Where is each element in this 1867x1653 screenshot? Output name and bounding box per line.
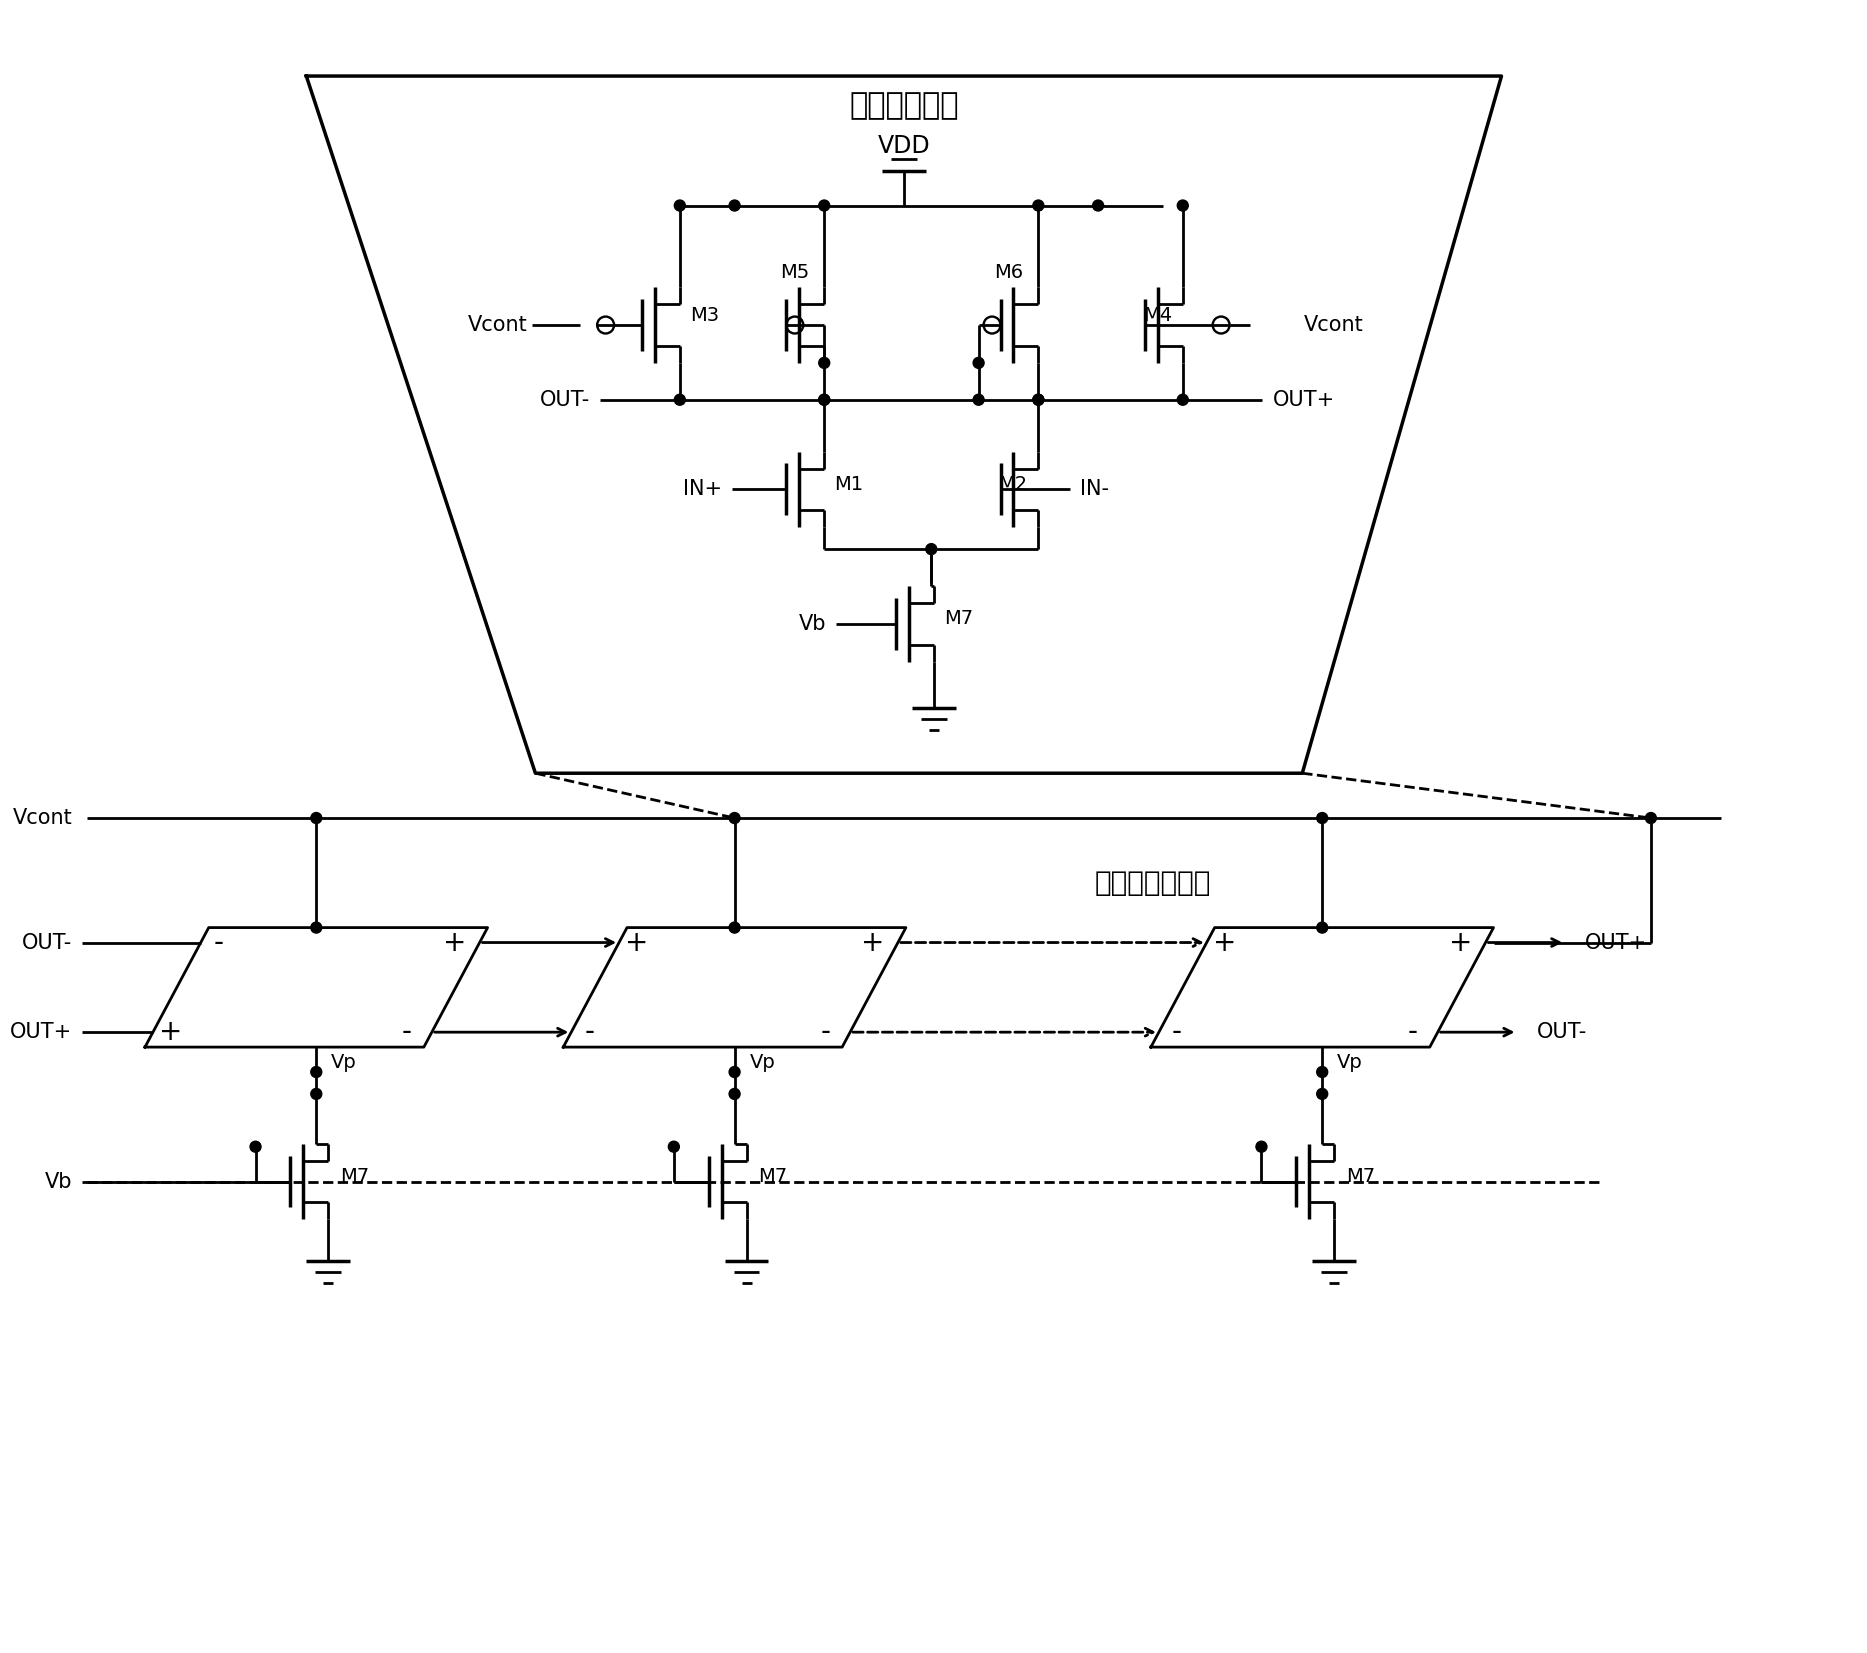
Text: +: + <box>159 1018 183 1046</box>
Text: OUT-: OUT- <box>1537 1022 1587 1041</box>
Circle shape <box>730 200 739 212</box>
Circle shape <box>1316 922 1327 932</box>
Circle shape <box>730 1066 739 1078</box>
Circle shape <box>1316 1088 1327 1099</box>
Text: -: - <box>213 929 224 957</box>
Circle shape <box>1178 395 1187 405</box>
Text: OUT-: OUT- <box>540 390 590 410</box>
Circle shape <box>310 813 321 823</box>
Circle shape <box>1032 395 1044 405</box>
Text: 差分压控振荡器: 差分压控振荡器 <box>1094 869 1212 898</box>
Circle shape <box>730 1088 739 1099</box>
Circle shape <box>1032 200 1044 212</box>
Text: Vb: Vb <box>799 613 827 633</box>
Circle shape <box>1316 1066 1327 1078</box>
Circle shape <box>1316 813 1327 823</box>
Text: Vcont: Vcont <box>467 316 526 336</box>
Circle shape <box>926 544 937 555</box>
Circle shape <box>668 1141 680 1152</box>
Text: Vcont: Vcont <box>1305 316 1365 336</box>
Circle shape <box>730 922 739 932</box>
Text: +: + <box>1449 929 1473 957</box>
Text: IN-: IN- <box>1081 479 1109 499</box>
Text: +: + <box>442 929 467 957</box>
Text: M3: M3 <box>689 306 719 324</box>
Text: IN+: IN+ <box>683 479 723 499</box>
Text: -: - <box>584 1018 594 1046</box>
Text: OUT-: OUT- <box>22 932 73 952</box>
Circle shape <box>730 813 739 823</box>
Circle shape <box>1256 1141 1268 1152</box>
Text: -: - <box>1408 1018 1417 1046</box>
Text: OUT+: OUT+ <box>1585 932 1647 952</box>
Circle shape <box>973 357 984 369</box>
Text: Vb: Vb <box>45 1172 73 1192</box>
Text: M7: M7 <box>943 610 973 628</box>
Text: M6: M6 <box>993 263 1023 281</box>
Circle shape <box>820 395 829 405</box>
Text: 差分延迟单元: 差分延迟单元 <box>849 91 958 121</box>
Text: Vp: Vp <box>1337 1053 1363 1071</box>
Text: OUT+: OUT+ <box>1273 390 1335 410</box>
Text: +: + <box>861 929 885 957</box>
Text: Vp: Vp <box>330 1053 357 1071</box>
Text: M2: M2 <box>999 474 1027 494</box>
Circle shape <box>310 1088 321 1099</box>
Text: -: - <box>820 1018 831 1046</box>
Text: M1: M1 <box>835 474 863 494</box>
Circle shape <box>674 200 685 212</box>
Circle shape <box>250 1141 261 1152</box>
Text: Vcont: Vcont <box>13 808 73 828</box>
Text: M5: M5 <box>780 263 808 281</box>
Text: M4: M4 <box>1143 306 1172 324</box>
Circle shape <box>674 395 685 405</box>
Text: OUT+: OUT+ <box>9 1022 73 1041</box>
Circle shape <box>310 922 321 932</box>
Circle shape <box>1645 813 1656 823</box>
Text: M7: M7 <box>758 1167 788 1187</box>
Circle shape <box>1032 395 1044 405</box>
Text: +: + <box>1214 929 1236 957</box>
Text: M7: M7 <box>1346 1167 1376 1187</box>
Circle shape <box>820 395 829 405</box>
Circle shape <box>820 357 829 369</box>
Text: VDD: VDD <box>877 134 930 157</box>
Circle shape <box>973 395 984 405</box>
Text: -: - <box>401 1018 413 1046</box>
Circle shape <box>1178 200 1187 212</box>
Text: +: + <box>625 929 648 957</box>
Circle shape <box>820 200 829 212</box>
Text: Vp: Vp <box>749 1053 775 1071</box>
Text: -: - <box>1172 1018 1182 1046</box>
Text: M7: M7 <box>340 1167 370 1187</box>
Circle shape <box>310 1066 321 1078</box>
Circle shape <box>1092 200 1103 212</box>
